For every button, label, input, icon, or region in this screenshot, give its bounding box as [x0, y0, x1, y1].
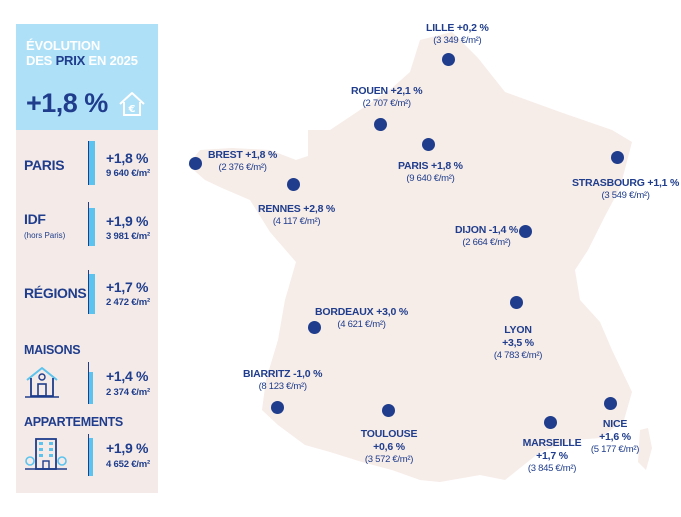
type-price-appartements: 4 652 €/m²	[106, 459, 150, 470]
city-price: (2 664 €/m²)	[462, 237, 511, 248]
city-dot-nice[interactable]	[604, 397, 617, 410]
city-price: (4 783 €/m²)	[493, 350, 543, 361]
city-label-rennes: RENNES +2,8 % (4 117 €/m²)	[258, 203, 335, 228]
city-label-lille: LILLE +0,2 % (3 349 €/m²)	[426, 22, 489, 47]
euro-house-icon: €	[119, 92, 145, 116]
city-price: (4 621 €/m²)	[337, 319, 386, 330]
city-dot-rennes[interactable]	[287, 178, 300, 191]
city-label-dijon: DIJON -1,4 % (2 664 €/m²)	[455, 224, 518, 249]
city-label-brest: BREST +1,8 % (2 376 €/m²)	[208, 149, 277, 174]
city-label-nice: NICE +1,6 % (5 177 €/m²)	[588, 418, 642, 456]
type-label-maisons: MAISONS	[24, 343, 81, 357]
segment-label-paris: PARIS	[24, 157, 65, 173]
city-dot-brest[interactable]	[189, 157, 202, 170]
city-dot-marseille[interactable]	[544, 416, 557, 429]
city-price: (3 845 €/m²)	[527, 463, 577, 474]
national-change: +1,8 %	[26, 88, 108, 118]
city-dot-rouen[interactable]	[374, 118, 387, 131]
title-word-year: EN 2025	[88, 53, 138, 68]
city-change: +3,5 %	[502, 337, 534, 349]
city-name: BIARRITZ -1,0 %	[243, 368, 323, 380]
city-dot-lille[interactable]	[442, 53, 455, 66]
type-change-maisons: +1,4 %	[106, 368, 149, 384]
city-price: (9 640 €/m²)	[406, 173, 455, 184]
segment-change-paris: +1,8 %	[106, 150, 149, 166]
segment-label-idf: IDF	[24, 211, 46, 227]
city-name: LILLE +0,2 %	[426, 22, 489, 34]
city-price: (4 117 €/m²)	[272, 216, 321, 227]
city-dot-toulouse[interactable]	[382, 404, 395, 417]
type-price-maisons: 2 374 €/m²	[106, 387, 150, 398]
city-name: LYON	[504, 324, 532, 336]
city-label-bordeaux: BORDEAUX +3,0 % (4 621 €/m²)	[315, 306, 408, 331]
city-dot-dijon[interactable]	[519, 225, 532, 238]
type-label-appartements: APPARTEMENTS	[24, 415, 123, 429]
segment-bar-paris	[89, 141, 95, 185]
city-label-paris: PARIS +1,8 % (9 640 €/m²)	[398, 160, 463, 185]
city-label-biarritz: BIARRITZ -1,0 % (8 123 €/m²)	[243, 368, 322, 393]
city-dot-lyon[interactable]	[510, 296, 523, 309]
city-label-toulouse: TOULOUSE +0,6 % (3 572 €/m²)	[358, 428, 420, 466]
house-icon	[25, 367, 59, 398]
city-name: ROUEN +2,1 %	[351, 85, 423, 97]
segment-sublabel-idf: (hors Paris)	[24, 231, 66, 240]
city-name: BREST +1,8 %	[208, 149, 278, 161]
city-name: BORDEAUX +3,0 %	[315, 306, 408, 318]
city-label-lyon: LYON +3,5 % (4 783 €/m²)	[492, 324, 544, 362]
type-divider	[88, 434, 89, 476]
city-name: DIJON -1,4 %	[455, 224, 518, 236]
type-bar-appartements	[89, 438, 93, 476]
segment-divider	[88, 141, 89, 185]
panel-title: ÉVOLUTION DES PRIX EN 2025	[26, 38, 156, 68]
city-dot-bordeaux[interactable]	[308, 321, 321, 334]
segment-divider	[88, 270, 89, 314]
city-price: (2 707 €/m²)	[362, 98, 411, 109]
city-name: TOULOUSE	[360, 428, 418, 440]
svg-text:€: €	[128, 104, 136, 115]
city-change: +1,7 %	[536, 450, 568, 462]
city-name: PARIS +1,8 %	[398, 160, 463, 172]
segment-bar-regions	[89, 274, 95, 314]
title-word-des: DES	[26, 53, 53, 68]
city-name: NICE	[602, 418, 628, 430]
city-dot-strasbourg[interactable]	[611, 151, 624, 164]
city-change: +1,6 %	[599, 431, 631, 443]
city-price: (3 572 €/m²)	[364, 454, 414, 465]
segment-label-regions: RÉGIONS	[24, 285, 87, 301]
city-price: (8 123 €/m²)	[258, 381, 307, 392]
segment-bar-idf	[89, 208, 95, 246]
city-name: RENNES +2,8 %	[258, 203, 336, 215]
france-mainland-shape	[188, 32, 632, 482]
city-name: STRASBOURG +1,1 %	[572, 177, 680, 189]
segment-price-paris: 9 640 €/m²	[106, 168, 150, 179]
title-line-1: ÉVOLUTION	[26, 38, 101, 53]
type-bar-maisons	[89, 372, 93, 404]
city-name: MARSEILLE	[522, 437, 582, 449]
type-divider	[88, 362, 89, 404]
city-label-strasbourg: STRASBOURG +1,1 % (3 549 €/m²)	[572, 177, 679, 202]
segment-change-idf: +1,9 %	[106, 213, 149, 229]
city-price: (5 177 €/m²)	[590, 444, 640, 455]
city-label-marseille: MARSEILLE +1,7 % (3 845 €/m²)	[522, 437, 582, 475]
title-word-prix: PRIX	[55, 53, 86, 68]
segment-price-regions: 2 472 €/m²	[106, 297, 150, 308]
segment-divider	[88, 202, 89, 246]
summary-panel: ÉVOLUTION DES PRIX EN 2025 +1,8 % € PARI…	[16, 24, 158, 493]
city-price: (2 376 €/m²)	[218, 162, 267, 173]
type-change-appartements: +1,9 %	[106, 440, 149, 456]
apartment-building-icon	[25, 438, 67, 470]
city-price: (3 549 €/m²)	[601, 190, 650, 201]
panel-header: ÉVOLUTION DES PRIX EN 2025 +1,8 % €	[16, 24, 158, 130]
title-line-2: DES PRIX EN 2025	[26, 53, 156, 68]
city-dot-biarritz[interactable]	[271, 401, 284, 414]
corsica-shape	[638, 428, 652, 470]
city-dot-paris[interactable]	[422, 138, 435, 151]
city-change: +0,6 %	[373, 441, 405, 453]
city-label-rouen: ROUEN +2,1 % (2 707 €/m²)	[351, 85, 423, 110]
segment-change-regions: +1,7 %	[106, 279, 149, 295]
city-price: (3 349 €/m²)	[433, 35, 482, 46]
segment-price-idf: 3 981 €/m²	[106, 231, 150, 242]
